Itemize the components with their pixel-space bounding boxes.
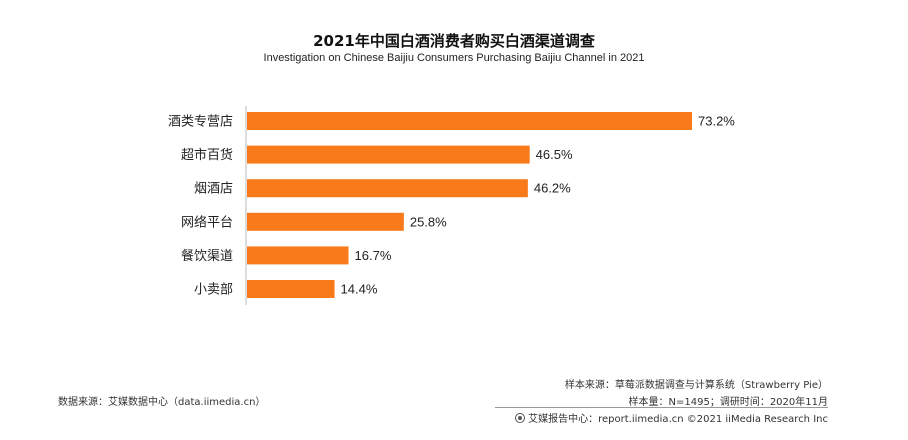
footer-divider xyxy=(495,407,828,408)
value-label-5: 14.4% xyxy=(341,282,378,297)
category-label-3: 网络平台 xyxy=(181,214,233,230)
bar-1 xyxy=(247,145,530,164)
bar-5 xyxy=(247,280,335,298)
iimedia-logo-icon xyxy=(515,413,526,423)
value-label-1: 46.5% xyxy=(536,147,573,162)
value-label-2: 46.2% xyxy=(534,181,571,196)
value-label-0: 73.2% xyxy=(698,114,735,129)
category-label-0: 酒类专营店 xyxy=(168,115,233,130)
value-label-4: 16.7% xyxy=(355,248,392,263)
data-source-note: 数据来源：艾媒数据中心（data.iimedia.cn） xyxy=(58,397,266,408)
bar-4 xyxy=(247,246,349,265)
bar-0 xyxy=(247,112,692,130)
chart-subtitle: Investigation on Chinese Baijiu Consumer… xyxy=(263,52,645,64)
category-label-5: 小卖部 xyxy=(194,283,233,298)
copyright-text: 艾媒报告中心：report.iimedia.cn ©2021 iiMedia R… xyxy=(528,414,828,425)
chart-title: 2021年中国白酒消费者购买白酒渠道调查 xyxy=(313,32,595,50)
value-label-3: 25.8% xyxy=(410,214,447,229)
copyright-note: 艾媒报告中心：report.iimedia.cn ©2021 iiMedia R… xyxy=(515,410,828,425)
bar-2 xyxy=(247,179,528,198)
category-label-1: 超市百货 xyxy=(181,147,233,163)
category-label-2: 烟酒店 xyxy=(194,182,233,197)
category-label-4: 餐饮渠道 xyxy=(181,248,233,264)
bar-3 xyxy=(247,212,404,231)
sample-source-note: 样本来源：草莓派数据调查与计算系统（Strawberry Pie） xyxy=(564,380,828,391)
sample-size-note: 样本量：N=1495；调研时间：2020年11月 xyxy=(628,397,828,408)
